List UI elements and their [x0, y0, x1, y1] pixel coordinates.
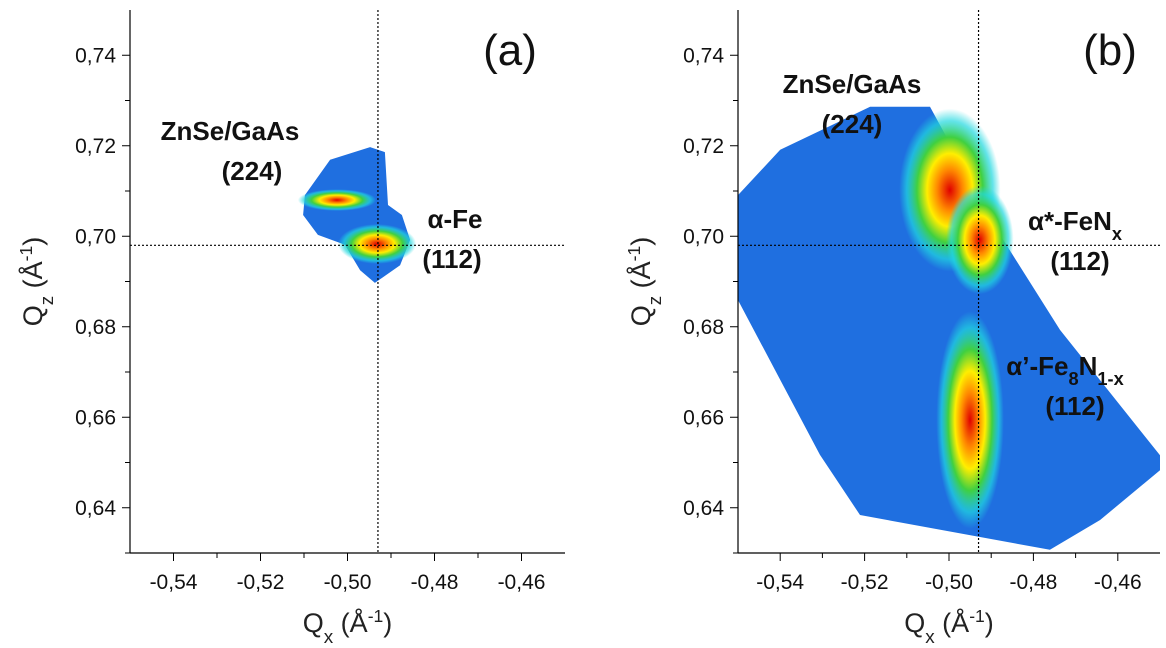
text-part: (a) — [483, 26, 537, 75]
x-tick-label: -0,50 — [925, 571, 973, 594]
intensity-map — [297, 147, 417, 283]
peak — [297, 189, 377, 211]
y-tick-label: 0,72 — [683, 135, 724, 158]
annotation: α’-Fe8N1-x — [1006, 351, 1123, 389]
annotation: α*-FeNx — [1028, 206, 1122, 244]
subscript: 1-x — [1097, 369, 1123, 389]
text-part: Q — [904, 608, 925, 638]
y-axis-title: Qz (Å-1) — [624, 237, 666, 327]
text-part: ) — [383, 608, 392, 638]
text-part: N — [1079, 351, 1098, 381]
text-part: α’-Fe — [1006, 351, 1068, 381]
text-part: α*-FeN — [1028, 206, 1112, 236]
peak — [337, 224, 417, 264]
subscript: x — [925, 627, 935, 648]
annotation: (112) — [422, 244, 481, 274]
y-tick-label: 0,64 — [683, 497, 724, 520]
annotation: ZnSe/GaAs — [161, 116, 300, 146]
text-part: (112) — [422, 244, 481, 274]
text-part: (Å — [17, 261, 48, 296]
subscript: z — [37, 296, 58, 305]
y-tick-label: 0,72 — [75, 135, 116, 158]
text-part: (224) — [822, 109, 883, 139]
subscript: z — [645, 296, 666, 305]
text-part: (112) — [1045, 391, 1104, 421]
y-tick-label: 0,64 — [75, 497, 116, 520]
text-part: Q — [303, 608, 324, 638]
x-tick-label: -0,50 — [324, 571, 372, 594]
measured-area — [738, 106, 1160, 550]
text-part: ) — [985, 608, 994, 638]
y-tick-label: 0,66 — [683, 406, 724, 429]
text-part: ) — [626, 237, 656, 246]
x-tick-label: -0,54 — [756, 571, 804, 594]
text-part: (b) — [1083, 26, 1137, 75]
y-tick-label: 0,74 — [683, 44, 724, 67]
text-part: (224) — [222, 156, 283, 186]
text-part: Q — [18, 305, 48, 326]
panel-label: (b) — [1083, 26, 1137, 75]
panel-label: (a) — [483, 26, 537, 75]
x-tick-label: -0,48 — [411, 571, 459, 594]
text-part: (Å — [333, 607, 368, 638]
text-part: α-Fe — [428, 204, 483, 234]
x-tick-label: -0,48 — [1009, 571, 1057, 594]
x-axis-title: Qx (Å-1) — [303, 606, 393, 648]
chart-panel: -0,54 -0,52 -0,50 -0,48 -0,46 0,64 0,66 0,68 0,7… — [624, 10, 1160, 648]
y-tick-label: 0,68 — [683, 316, 724, 339]
subscript: 8 — [1069, 369, 1079, 389]
x-axis-title: Qx (Å-1) — [904, 606, 994, 648]
text-part: (Å — [935, 607, 970, 638]
chart-panel: -0,54 -0,52 -0,50 -0,48 -0,46 0,64 0,66 0,68 0,7… — [16, 10, 565, 648]
y-tick-label: 0,70 — [683, 225, 724, 248]
y-tick-label: 0,68 — [75, 316, 116, 339]
x-tick-label: -0,54 — [150, 571, 198, 594]
annotation: ZnSe/GaAs — [783, 69, 922, 99]
y-tick-label: 0,66 — [75, 406, 116, 429]
x-tick-label: -0,52 — [237, 571, 285, 594]
subscript: x — [1112, 224, 1122, 244]
annotation: (224) — [822, 109, 883, 139]
intensity-map — [738, 106, 1160, 550]
supscript: -1 — [16, 246, 36, 262]
x-tick-label: -0,46 — [498, 571, 546, 594]
x-tick-label: -0,52 — [841, 571, 889, 594]
annotation: α-Fe — [428, 204, 483, 234]
text-part: Q — [626, 305, 656, 326]
peak — [936, 311, 1004, 529]
annotation: (224) — [222, 156, 283, 186]
subscript: x — [324, 627, 334, 648]
text-part: (112) — [1050, 246, 1109, 276]
y-tick-label: 0,74 — [75, 44, 116, 67]
text-part: (Å — [625, 261, 656, 296]
supscript: -1 — [969, 606, 985, 626]
text-part: ) — [18, 237, 48, 246]
x-tick-label: -0,46 — [1094, 571, 1142, 594]
y-tick-label: 0,70 — [75, 225, 116, 248]
measured-area — [303, 147, 411, 283]
text-part: ZnSe/GaAs — [783, 69, 922, 99]
annotation: (112) — [1050, 246, 1109, 276]
y-axis-title: Qz (Å-1) — [16, 237, 58, 327]
annotation: (112) — [1045, 391, 1104, 421]
text-part: ZnSe/GaAs — [161, 116, 300, 146]
supscript: -1 — [624, 246, 644, 262]
supscript: -1 — [368, 606, 384, 626]
peak — [946, 185, 1014, 295]
